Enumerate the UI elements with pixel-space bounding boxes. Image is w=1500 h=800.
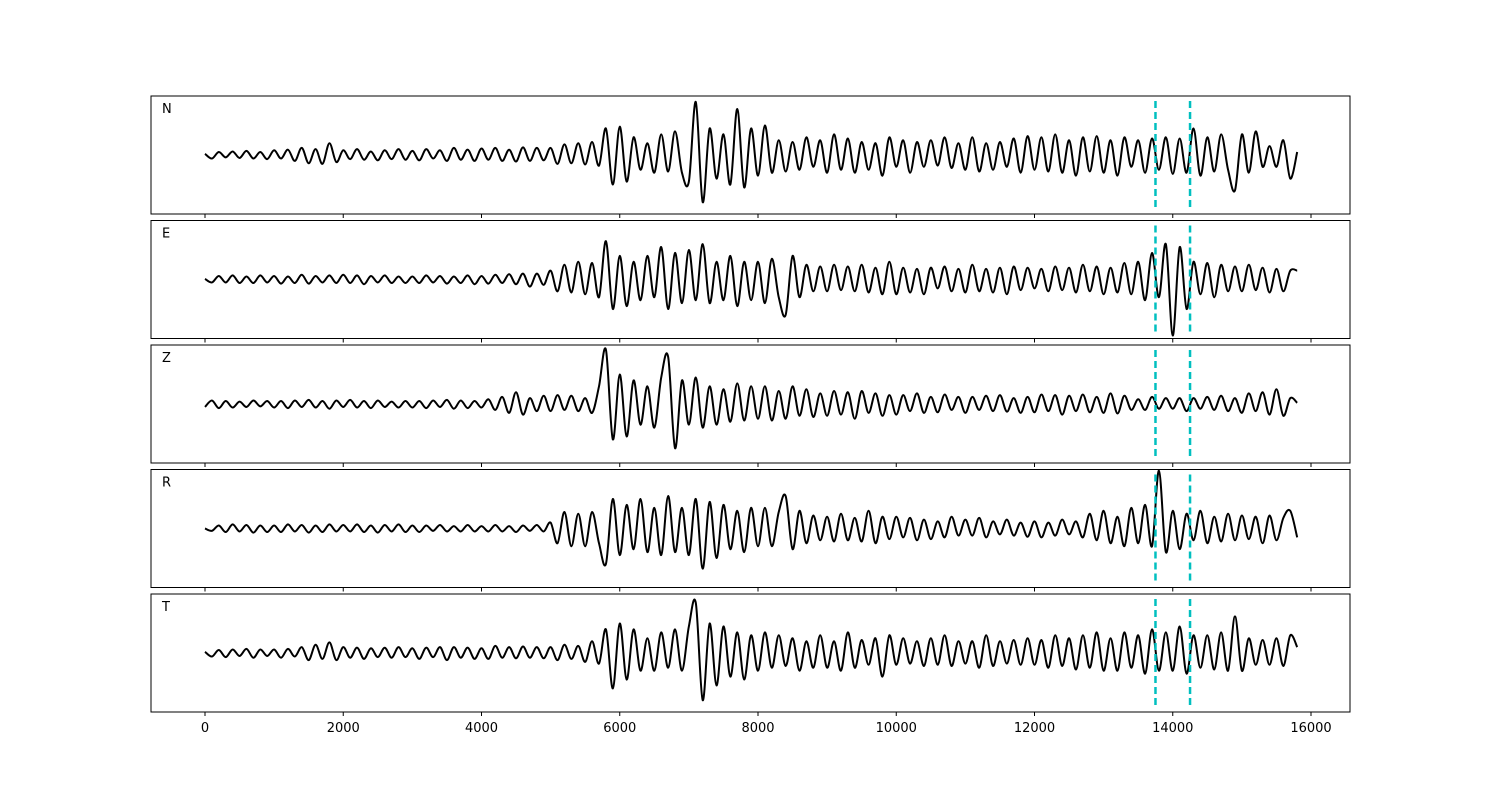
- x-tick-label: 10000: [876, 721, 917, 736]
- x-tick-label: 16000: [1290, 721, 1331, 736]
- panel-label: N: [162, 102, 172, 117]
- x-tick-label: 14000: [1152, 721, 1193, 736]
- panel-frame: [150, 593, 1351, 713]
- panel-frame: [150, 220, 1351, 339]
- x-tick-label: 0: [201, 721, 209, 736]
- waveform: [204, 347, 1298, 450]
- panel-label: Z: [162, 351, 171, 366]
- panel-frame: [150, 469, 1351, 588]
- x-tick-label: 2000: [327, 721, 360, 736]
- x-tick-label: 4000: [465, 721, 498, 736]
- waveform: [204, 469, 1299, 570]
- x-tick-label: 6000: [603, 721, 636, 736]
- panel-label: R: [162, 476, 171, 491]
- waveform: [204, 598, 1299, 702]
- panel-frame: [150, 344, 1351, 464]
- x-tick-label: 8000: [741, 721, 774, 736]
- x-tick-label: 12000: [1014, 721, 1055, 736]
- panel-frame: [150, 95, 1351, 215]
- waveform: [204, 240, 1298, 337]
- panel-label: T: [161, 600, 170, 615]
- waveform: [204, 100, 1299, 204]
- panel-label: E: [162, 227, 170, 242]
